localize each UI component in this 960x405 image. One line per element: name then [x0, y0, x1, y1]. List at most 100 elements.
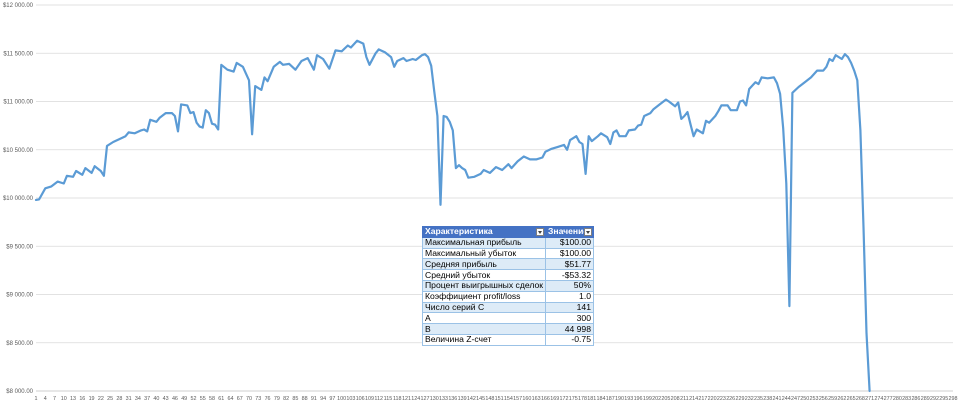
x-tick-label: 151 — [495, 396, 504, 402]
x-tick-label: 244 — [782, 396, 791, 402]
x-tick-label: 208 — [671, 396, 680, 402]
stat-value: 50% — [545, 279, 594, 292]
stat-value: $100.00 — [545, 247, 594, 260]
table-row: Максимальный убыток $100.00 — [421, 247, 594, 260]
x-tick-label: 187 — [606, 396, 615, 402]
x-tick-label: 292 — [930, 396, 939, 402]
x-tick-label: 28 — [116, 396, 122, 402]
header-characteristic[interactable]: Характеристика — [421, 226, 547, 238]
x-tick-label: 226 — [726, 396, 735, 402]
x-tick-label: 181 — [587, 396, 596, 402]
x-tick-label: 16 — [79, 396, 85, 402]
x-tick-label: 1 — [35, 396, 38, 402]
stat-value: $100.00 — [545, 236, 594, 249]
x-tick-label: 274 — [874, 396, 883, 402]
stat-name: Величина Z-счет — [421, 333, 546, 346]
x-tick-label: 286 — [911, 396, 920, 402]
x-tick-label: 229 — [735, 396, 744, 402]
x-tick-label: 211 — [680, 396, 689, 402]
x-tick-label: 175 — [569, 396, 578, 402]
x-tick-label: 220 — [708, 396, 717, 402]
stat-value: -0.75 — [545, 333, 594, 346]
statistics-table-header-row: Характеристика Значение — [421, 226, 594, 238]
x-tick-label: 4 — [44, 396, 47, 402]
x-tick-label: 127 — [421, 396, 430, 402]
stat-name: Коэффициент profit/loss — [421, 290, 546, 303]
x-tick-label: 268 — [856, 396, 865, 402]
filter-dropdown-icon[interactable] — [584, 228, 592, 236]
stat-value: 1.0 — [545, 290, 594, 303]
x-tick-label: 148 — [485, 396, 494, 402]
table-row: Величина Z-счет -0.75 — [421, 333, 594, 346]
x-tick-label: 250 — [800, 396, 809, 402]
stat-name: Число серий С — [421, 301, 546, 314]
x-tick-label: 283 — [902, 396, 911, 402]
x-tick-label: 52 — [190, 396, 196, 402]
x-tick-label: 157 — [513, 396, 522, 402]
stat-value: 141 — [545, 301, 594, 314]
stat-name: A — [421, 312, 546, 325]
x-tick-label: 259 — [828, 396, 837, 402]
x-tick-label: 280 — [893, 396, 902, 402]
x-tick-label: 256 — [819, 396, 828, 402]
y-tick-label: $9 500.00 — [6, 244, 33, 250]
y-tick-label: $10 500.00 — [3, 148, 34, 154]
x-tick-label: 160 — [522, 396, 531, 402]
x-tick-label: 55 — [200, 396, 206, 402]
x-tick-label: 124 — [411, 396, 420, 402]
stat-name: Процент выигрышных сделок — [421, 279, 546, 292]
x-tick-label: 22 — [98, 396, 104, 402]
stat-name: Средняя прибыль — [421, 258, 546, 271]
table-row: A 300 — [421, 312, 594, 325]
x-tick-label: 58 — [209, 396, 215, 402]
x-tick-label: 139 — [458, 396, 467, 402]
y-tick-label: $10 000.00 — [3, 196, 34, 202]
header-value[interactable]: Значение — [545, 226, 594, 238]
table-row: Средняя прибыль $51.77 — [421, 258, 594, 271]
statistics-table: Характеристика Значение Максимальная при… — [421, 226, 594, 346]
x-tick-label: 199 — [643, 396, 652, 402]
x-tick-label: 7 — [53, 396, 56, 402]
stat-value: $51.77 — [545, 258, 594, 271]
x-tick-label: 178 — [578, 396, 587, 402]
table-row: B 44 998 — [421, 323, 594, 335]
x-tick-label: 133 — [439, 396, 448, 402]
y-tick-label: $8 000.00 — [6, 389, 33, 395]
x-tick-label: 136 — [448, 396, 457, 402]
x-tick-label: 235 — [754, 396, 763, 402]
x-tick-label: 64 — [228, 396, 234, 402]
stat-name: B — [421, 323, 546, 335]
table-row: Коэффициент profit/loss 1.0 — [421, 290, 594, 303]
x-tick-label: 94 — [320, 396, 326, 402]
x-tick-label: 247 — [791, 396, 800, 402]
x-tick-label: 166 — [541, 396, 550, 402]
x-tick-label: 88 — [302, 396, 308, 402]
y-tick-label: $11 000.00 — [3, 100, 33, 106]
y-tick-label: $11 500.00 — [3, 51, 33, 57]
series-layer — [34, 39, 871, 393]
stat-value: -$53.32 — [545, 269, 594, 281]
x-tick-label: 271 — [865, 396, 874, 402]
stat-value: 44 998 — [545, 323, 594, 335]
x-tick-label: 31 — [126, 396, 132, 402]
table-row: Число серий С 141 — [421, 301, 594, 314]
x-tick-label: 223 — [717, 396, 726, 402]
x-tick-label: 97 — [329, 396, 335, 402]
x-tick-label: 145 — [476, 396, 485, 402]
x-tick-label: 241 — [773, 396, 782, 402]
x-tick-label: 190 — [615, 396, 624, 402]
x-tick-label: 34 — [135, 396, 141, 402]
stat-name: Максимальный убыток — [421, 247, 546, 260]
x-tick-label: 154 — [504, 396, 513, 402]
x-tick-label: 196 — [634, 396, 643, 402]
x-tick-label: 130 — [430, 396, 439, 402]
x-tick-label: 298 — [949, 396, 958, 402]
x-tick-label: 214 — [689, 396, 698, 402]
stat-value: 300 — [545, 312, 594, 325]
x-tick-label: 265 — [847, 396, 856, 402]
x-tick-label: 121 — [402, 396, 411, 402]
x-tick-label: 85 — [292, 396, 298, 402]
table-row: Максимальная прибыль $100.00 — [421, 236, 594, 249]
filter-dropdown-icon[interactable] — [536, 228, 545, 236]
x-tick-label: 106 — [356, 396, 365, 402]
